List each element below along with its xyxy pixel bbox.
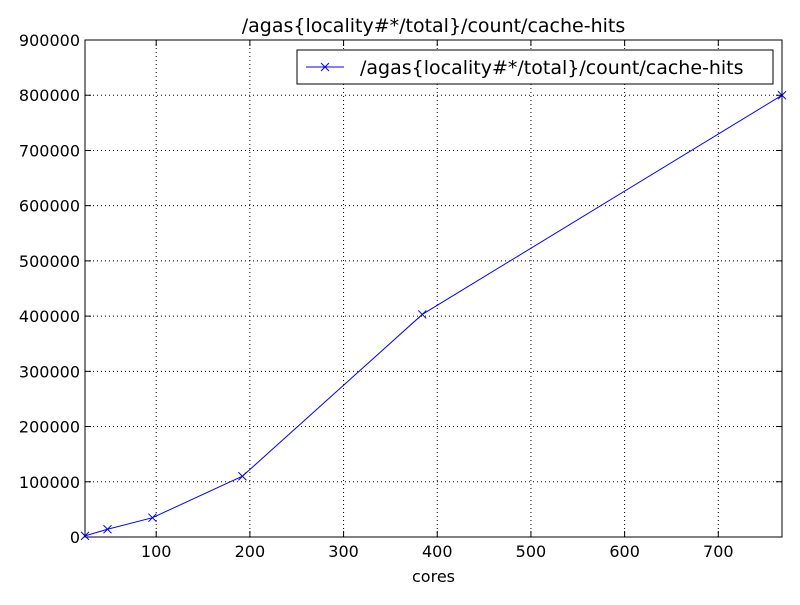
y-tick-label: 0 [70,528,80,547]
x-tick-label: 500 [516,542,547,561]
x-axis-label: cores [412,567,455,586]
x-tick-label: 300 [328,542,359,561]
y-tick-label: 500000 [19,252,80,271]
x-tick-label: 400 [422,542,453,561]
series-line [84,94,783,537]
y-tick-label: 600000 [19,197,80,216]
legend-x-marker-icon [320,62,330,72]
chart-title: /agas{locality#*/total}/count/cache-hits [242,15,626,37]
data-point-x-marker [238,471,247,481]
x-tick-label: 200 [235,542,266,561]
y-tick-label: 700000 [19,141,80,160]
grid-lines [85,39,782,538]
y-tick-label: 300000 [19,362,80,381]
legend-box [296,49,774,85]
y-tick-label: 800000 [19,86,80,105]
legend-entry-label: /agas{locality#*/total}/count/cache-hits [360,57,744,79]
plot-frame [84,39,783,538]
legend: /agas{locality#*/total}/count/cache-hits [296,49,774,85]
y-tick-label: 200000 [19,418,80,437]
data-point-x-marker [148,513,157,523]
data-point-x-marker [103,524,112,534]
x-tick-label: 100 [141,542,172,561]
y-tick-label: 900000 [19,31,80,50]
y-tick-label: 400000 [19,307,80,326]
x-tick-label: 700 [703,542,734,561]
y-tick-label: 100000 [19,473,80,492]
data-point-x-marker [417,310,427,319]
axis-ticks: 100 200 300 400 500 600 700 0 100000 200000 300000… [19,31,782,561]
x-tick-label: 600 [609,542,640,561]
